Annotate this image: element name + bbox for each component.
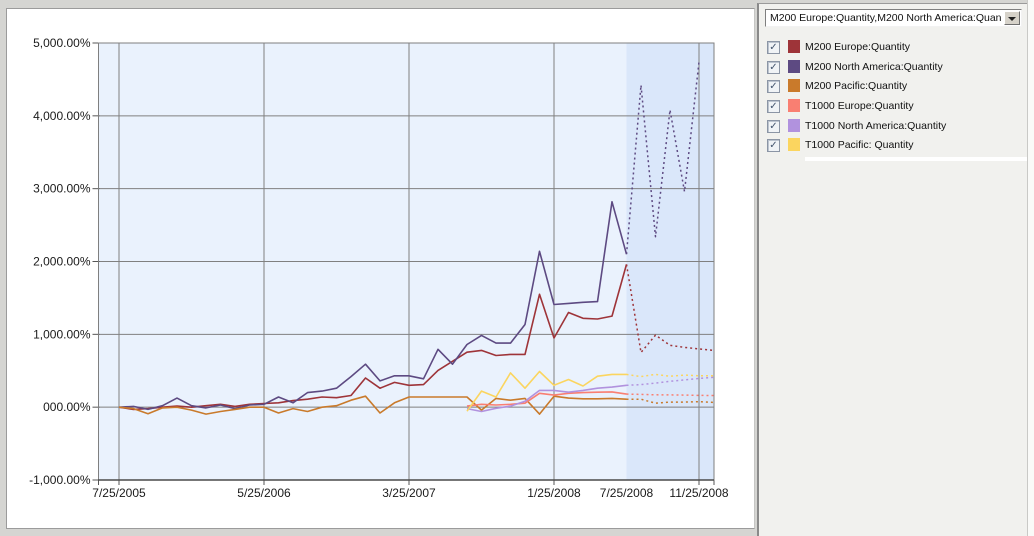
y-axis-label: 3,000.00% xyxy=(33,182,91,196)
legend-color-swatch xyxy=(788,59,800,73)
y-axis-label: 5,000.00% xyxy=(33,36,91,50)
series-forecast-line xyxy=(625,61,700,255)
series-selector-dropdown[interactable]: M200 Europe:Quantity,M200 North America:… xyxy=(765,9,1022,27)
x-axis-label: 3/25/2007 xyxy=(382,486,436,500)
legend-checkbox[interactable]: ✓ xyxy=(767,60,780,74)
legend-color-swatch xyxy=(788,118,800,132)
series-line xyxy=(466,384,627,413)
x-axis-label: 11/25/2008 xyxy=(669,486,728,500)
y-axis-label: 4,000.00% xyxy=(33,109,91,123)
series-selector-value: M200 Europe:Quantity,M200 North America:… xyxy=(770,12,1001,24)
legend-color-swatch xyxy=(788,40,800,53)
series-line xyxy=(118,395,627,415)
legend-label: M200 Europe:Quantity xyxy=(805,41,911,53)
legend-checkbox[interactable]: ✓ xyxy=(767,41,780,54)
legend-label: T1000 Europe:Quantity xyxy=(805,100,914,113)
legend-checkbox[interactable]: ✓ xyxy=(767,119,780,133)
legend-list: ✓ M200 Europe:Quantity ✓ M200 North America… xyxy=(765,39,1021,157)
y-axis-label: 1,000.00% xyxy=(33,327,91,341)
series-line xyxy=(118,201,628,411)
legend-item: ✓ T1000 North America:Quantity xyxy=(765,118,1021,138)
dropdown-arrow-button[interactable] xyxy=(1004,11,1020,25)
legend-checkbox[interactable]: ✓ xyxy=(767,100,780,114)
legend-item: ✓ T1000 Pacific: Quantity xyxy=(765,137,1021,157)
legend-label: T1000 Pacific: Quantity xyxy=(805,139,914,152)
y-axis-label: 000.00% xyxy=(43,400,91,414)
legend-checkbox[interactable]: ✓ xyxy=(767,80,780,94)
y-axis-label: -1,000.00% xyxy=(29,473,91,487)
forecast-chart: 5,000.00% 4,000.00% 3,000.00% 2,000.00% 1,00… xyxy=(29,36,729,500)
legend-item: ✓ M200 Europe:Quantity xyxy=(765,39,1021,59)
legend-label: T1000 North America:Quantity xyxy=(805,119,947,132)
right-edge-strip xyxy=(1027,0,1034,536)
series-line xyxy=(466,370,627,412)
legend-highlight-strip xyxy=(805,157,1027,161)
x-axis-label: 7/25/2005 xyxy=(92,486,146,500)
x-axis-label: 1/25/2008 xyxy=(527,486,581,500)
legend-item: ✓ M200 North America:Quantity xyxy=(765,59,1021,79)
legend-item: ✓ M200 Pacific:Quantity xyxy=(765,78,1021,98)
legend-item: ✓ T1000 Europe:Quantity xyxy=(765,98,1021,118)
chevron-down-icon xyxy=(1008,17,1016,21)
legend-label: M200 North America:Quantity xyxy=(805,60,943,73)
x-axis-label: 7/25/2008 xyxy=(600,486,654,500)
legend-color-swatch xyxy=(788,79,800,93)
legend-panel: M200 Europe:Quantity,M200 North America:… xyxy=(757,3,1027,536)
y-axis-label: 2,000.00% xyxy=(33,255,91,269)
legend-checkbox[interactable]: ✓ xyxy=(767,139,780,153)
legend-label: M200 Pacific:Quantity xyxy=(805,80,908,93)
x-axis-label: 5/25/2006 xyxy=(237,486,291,500)
legend-color-swatch xyxy=(788,99,800,113)
legend-color-swatch xyxy=(788,138,800,152)
series-line xyxy=(118,264,628,411)
chart-panel: 5,000.00% 4,000.00% 3,000.00% 2,000.00% 1,00… xyxy=(6,8,755,529)
series-line xyxy=(466,391,627,407)
